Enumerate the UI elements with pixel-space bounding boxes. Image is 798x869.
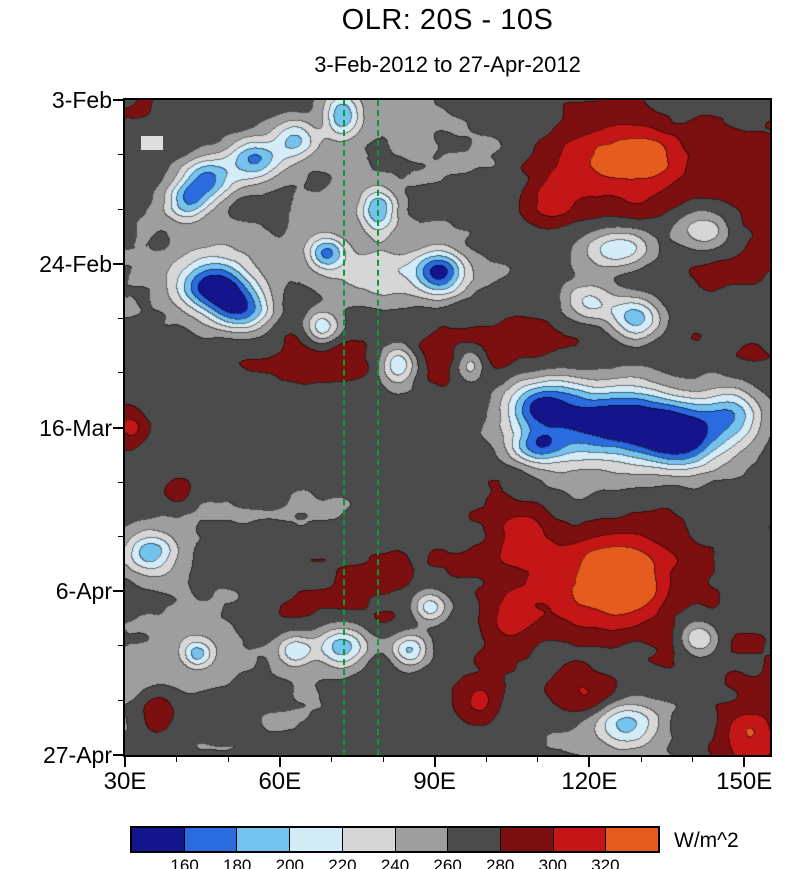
y-tick-label: 27-Apr — [42, 742, 112, 768]
colorbar-tick-label: 200 — [275, 856, 304, 869]
axis-tick — [433, 757, 436, 767]
colorbar-tick-label: 160 — [170, 856, 199, 869]
axis-tick — [118, 645, 123, 647]
axis-tick — [692, 757, 694, 762]
colorbar-tick-label: 320 — [591, 856, 620, 869]
axis-tick — [118, 154, 123, 156]
x-tick-label: 90E — [413, 768, 456, 795]
colorbar-cell — [605, 828, 659, 851]
colorbar-tick-label: 220 — [328, 856, 357, 869]
axis-tick — [124, 757, 126, 767]
axis-tick — [118, 208, 123, 210]
missing-data-swatch — [141, 136, 163, 150]
colorbar-cell — [289, 828, 342, 851]
axis-tick — [113, 426, 123, 429]
colorbar — [130, 826, 660, 853]
reference-line-72.5E — [343, 100, 346, 755]
axis-tick — [537, 757, 539, 762]
y-tick-label: 16-Mar — [39, 414, 112, 441]
reference-line-79E — [376, 100, 379, 755]
plot-area — [123, 98, 772, 757]
colorbar-tick-label: 180 — [223, 856, 252, 869]
axis-tick — [588, 757, 591, 767]
axis-tick — [113, 99, 123, 101]
colorbar-cell — [183, 828, 237, 851]
axis-tick — [485, 757, 487, 762]
axis-tick — [118, 481, 123, 483]
axis-tick — [227, 757, 229, 762]
colorbar-cell — [499, 828, 553, 851]
y-tick-label: 6-Apr — [55, 578, 112, 605]
axis-tick — [176, 757, 178, 762]
axis-tick — [640, 757, 642, 762]
y-tick-label: 3-Feb — [51, 87, 112, 113]
chart-subtitle: 3-Feb-2012 to 27-Apr-2012 — [314, 52, 581, 77]
axis-tick — [118, 317, 123, 319]
axis-tick — [118, 699, 123, 701]
axis-tick — [113, 754, 123, 756]
colorbar-tick-label: 300 — [538, 856, 567, 869]
colorbar-cell — [552, 828, 606, 851]
x-tick-label: 150E — [716, 768, 773, 795]
colorbar-cell — [132, 828, 184, 851]
axis-tick — [743, 757, 746, 767]
colorbar-tick-label: 280 — [486, 856, 515, 869]
colorbar-cell — [394, 828, 448, 851]
chart-title: OLR: 20S - 10S — [341, 4, 554, 36]
axis-tick — [118, 536, 123, 538]
x-tick-label: 60E — [258, 768, 302, 795]
axis-tick — [118, 372, 123, 374]
axis-tick — [113, 590, 123, 593]
axis-tick — [382, 757, 384, 762]
colorbar-cell — [236, 828, 290, 851]
axis-tick — [330, 757, 332, 762]
colorbar-cell — [447, 828, 500, 851]
axis-tick — [113, 262, 123, 265]
colorbar-cell — [341, 828, 395, 851]
colorbar-tick-label: 260 — [433, 856, 462, 869]
colorbar-tick-label: 240 — [380, 856, 410, 869]
y-tick-label: 24-Feb — [39, 250, 112, 277]
x-tick-label: 30E — [103, 768, 147, 795]
x-tick-label: 120E — [561, 768, 618, 795]
heatmap-canvas — [125, 100, 770, 755]
axis-tick — [278, 757, 281, 767]
colorbar-unit-label: W/m^2 — [674, 829, 739, 852]
